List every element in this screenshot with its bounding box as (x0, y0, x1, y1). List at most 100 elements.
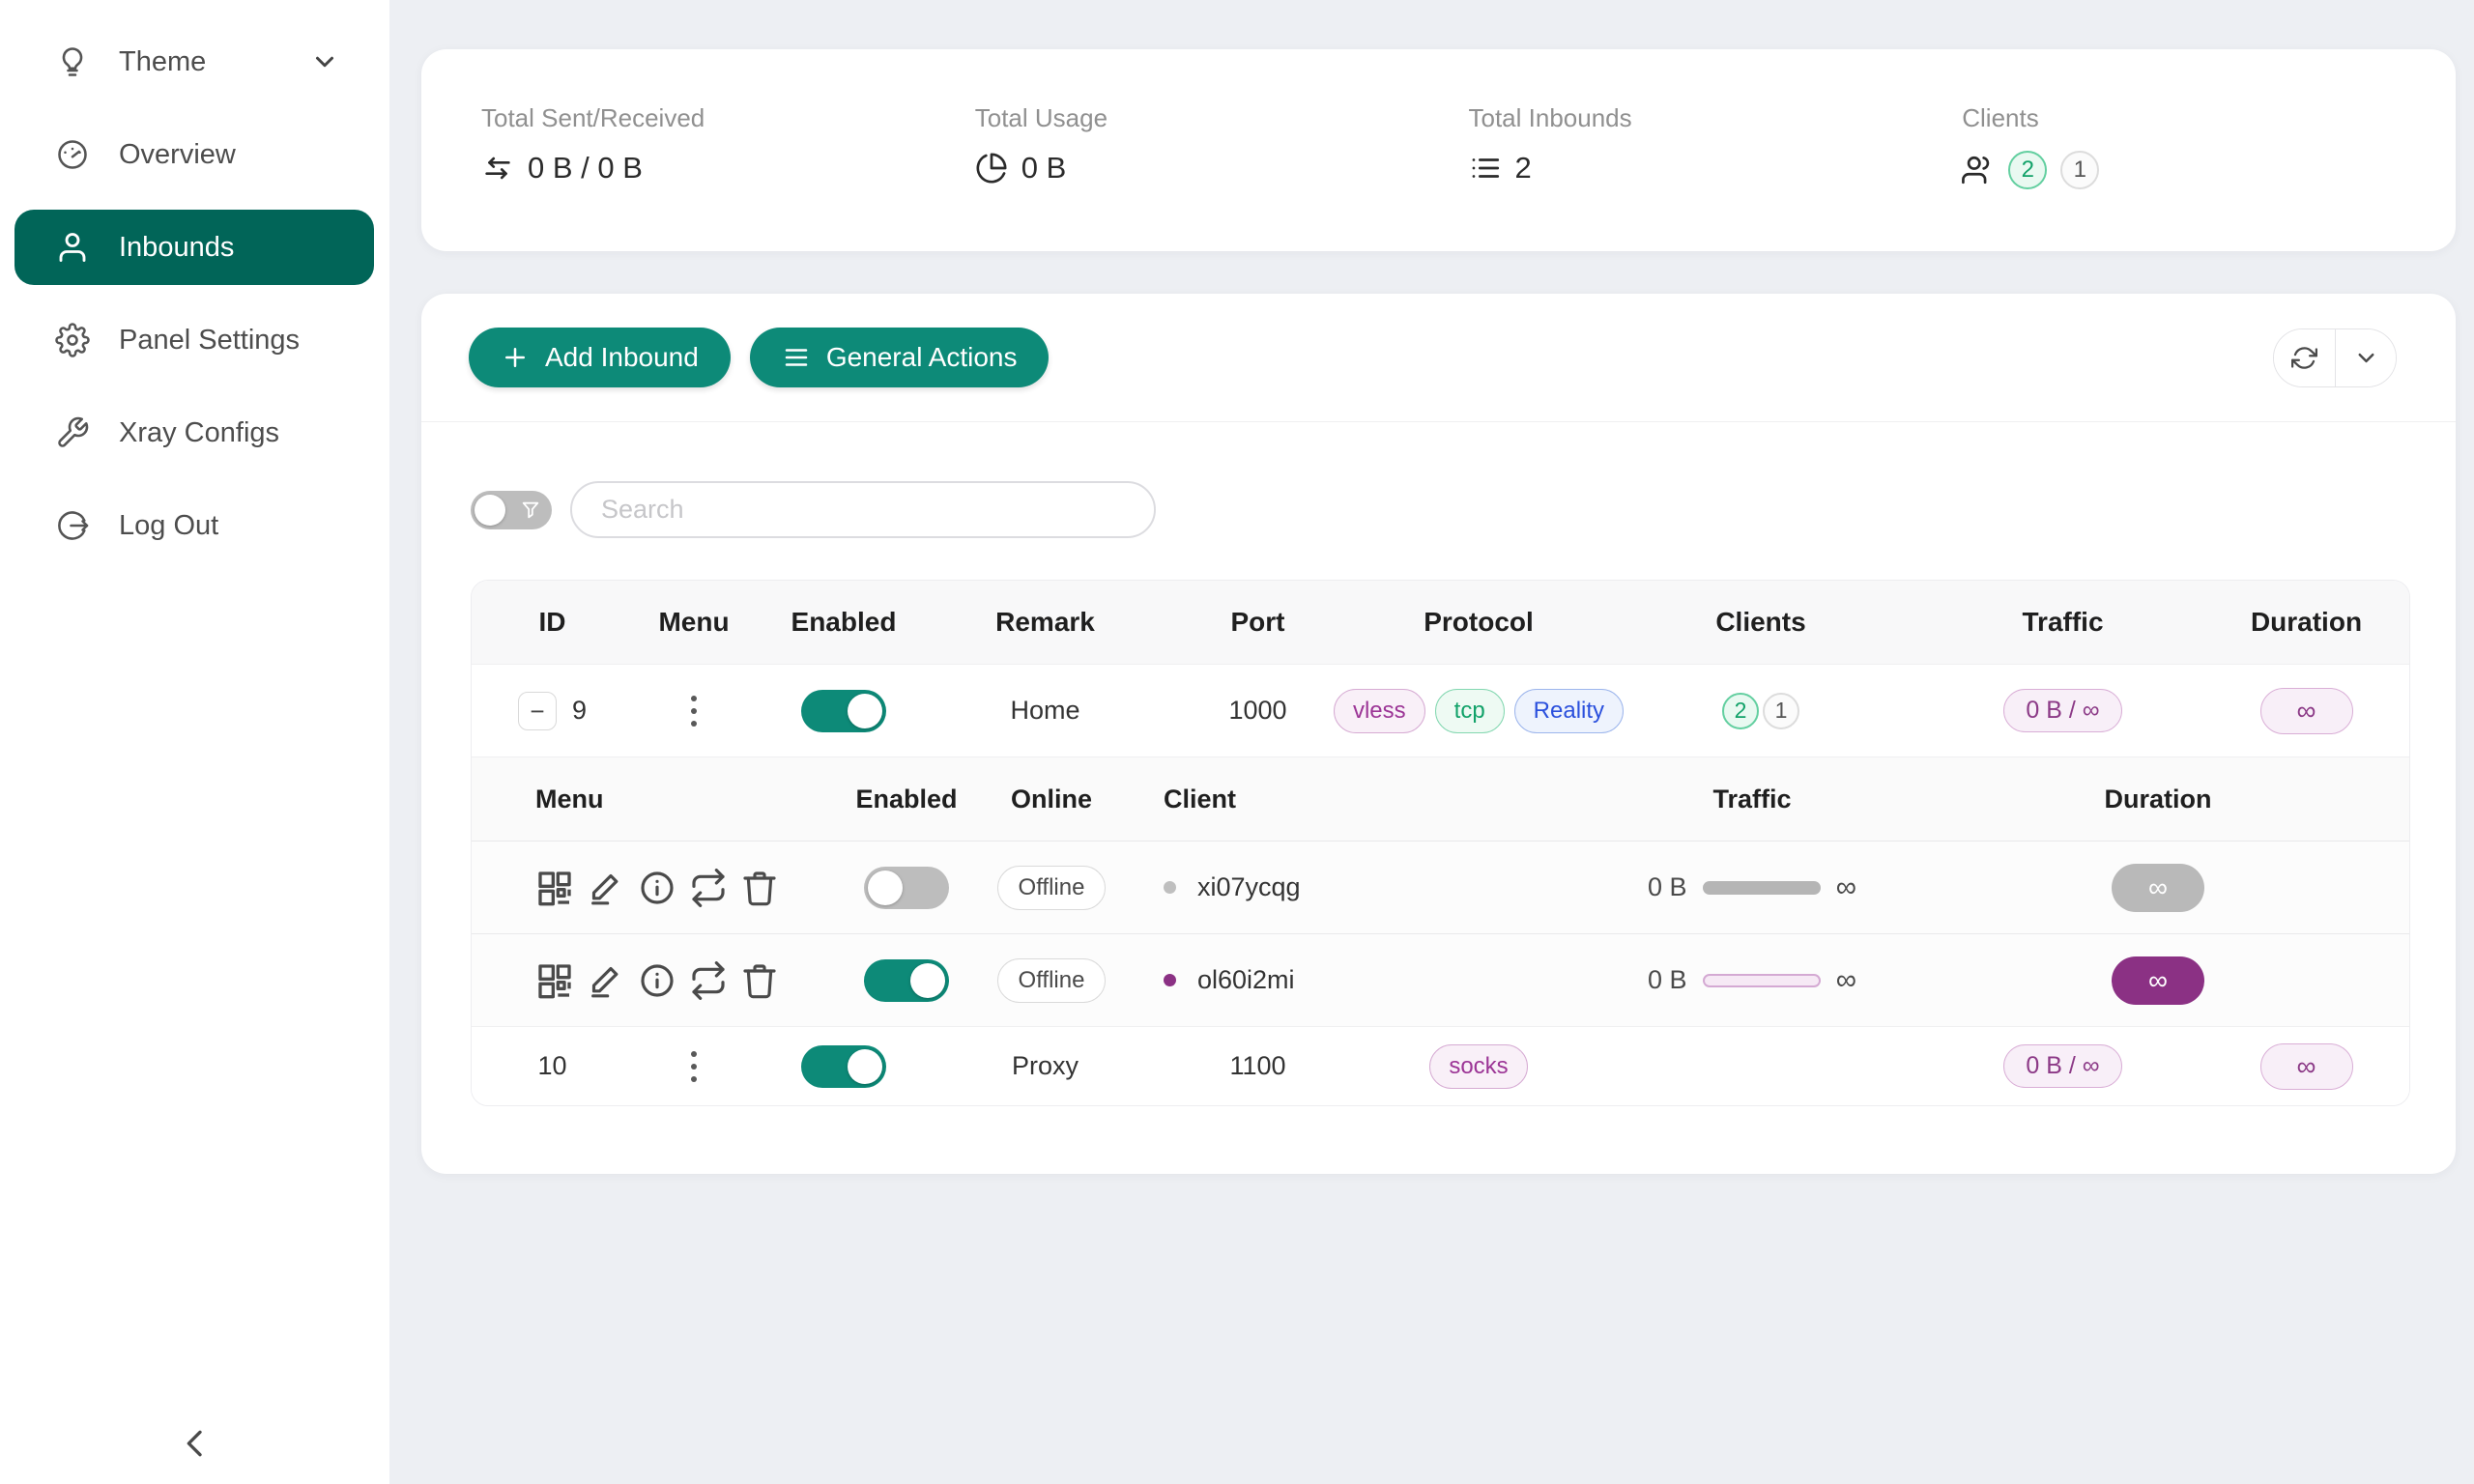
client-enabled-toggle[interactable] (864, 866, 949, 909)
col-header-remark: Remark (995, 607, 1095, 637)
wrench-icon (55, 415, 90, 450)
stat-label: Total Inbounds (1468, 103, 1632, 132)
client-status-dot (1164, 881, 1176, 894)
search-input[interactable] (570, 481, 1156, 538)
delete-icon[interactable] (740, 869, 779, 907)
pie-chart-icon (975, 152, 1008, 185)
chevron-down-icon (2358, 353, 2373, 362)
toolbar: Add Inbound General Actions (421, 294, 2456, 422)
filter-toggle[interactable] (471, 490, 552, 529)
edit-icon[interactable] (587, 869, 625, 907)
inbound-enabled-toggle[interactable] (801, 1044, 886, 1088)
refresh-dropdown-button[interactable] (2335, 328, 2396, 386)
client-enabled-toggle[interactable] (864, 958, 949, 1002)
col-header-protocol: Protocol (1424, 607, 1534, 637)
chevron-down-icon (310, 47, 339, 76)
clients-online-badge: 2 (2008, 151, 2048, 189)
reset-traffic-icon[interactable] (689, 868, 728, 907)
stats-card: Total Sent/Received 0 B / 0 B Total Usag… (421, 49, 2456, 251)
col-header-menu: Menu (658, 607, 730, 637)
traffic-pill: 0 B / ∞ (2003, 1044, 2122, 1088)
clients-total-badge: 1 (2060, 151, 2100, 189)
sub-col-traffic: Traffic (1712, 784, 1792, 813)
sidebar-collapse-button[interactable] (176, 1424, 215, 1463)
inbound-enabled-toggle[interactable] (801, 689, 886, 732)
stat-total-usage: Total Usage 0 B (975, 103, 1469, 251)
transfer-arrows-icon (481, 152, 514, 185)
col-header-enabled: Enabled (791, 607, 897, 637)
sidebar-item-panel-settings[interactable]: Panel Settings (0, 294, 389, 386)
sidebar-item-label: Theme (119, 45, 207, 77)
traffic-used: 0 B (1648, 965, 1687, 994)
sidebar-item-label: Xray Configs (119, 416, 280, 448)
delete-icon[interactable] (740, 961, 779, 1000)
sidebar-item-inbounds[interactable]: Inbounds (14, 210, 374, 285)
inbound-remark: Home (1010, 696, 1080, 725)
general-actions-button[interactable]: General Actions (749, 328, 1050, 387)
edit-icon[interactable] (587, 961, 625, 1000)
stat-clients: Clients 2 1 (1962, 103, 2456, 251)
duration-pill: ∞ (2259, 687, 2353, 734)
sub-col-online: Online (1010, 784, 1092, 813)
sidebar-item-log-out[interactable]: Log Out (0, 479, 389, 572)
row-menu-button[interactable] (633, 1045, 755, 1088)
traffic-progress-bar (1702, 880, 1821, 895)
traffic-progress-bar (1702, 973, 1821, 987)
refresh-icon (2291, 346, 2317, 369)
network-tag: tcp (1434, 688, 1505, 733)
reset-traffic-icon[interactable] (689, 960, 728, 1000)
security-tag: Reality (1513, 688, 1625, 733)
sidebar-item-label: Log Out (119, 509, 219, 541)
sidebar-item-theme[interactable]: Theme (0, 15, 389, 108)
add-inbound-button[interactable]: Add Inbound (469, 328, 731, 387)
collapse-row-button[interactable]: − (517, 691, 557, 730)
client-name: xi07ycqg (1197, 872, 1301, 901)
table-row-inbound-9: − 9 Home 1000 vless tcp Reality 2 1 0 B … (472, 664, 2409, 756)
inbound-remark: Proxy (1011, 1051, 1079, 1080)
clients-online-badge: 2 (1722, 692, 1759, 729)
main-content: Total Sent/Received 0 B / 0 B Total Usag… (389, 0, 2474, 1484)
gear-icon (55, 323, 90, 357)
online-status-badge: Offline (996, 865, 1107, 910)
qr-code-icon[interactable] (535, 961, 574, 1000)
inbound-port: 1100 (1229, 1051, 1286, 1080)
plus-icon (505, 348, 525, 367)
people-icon (1962, 154, 1995, 186)
protocol-tag: vless (1333, 688, 1425, 733)
stat-label: Total Sent/Received (481, 103, 705, 132)
funnel-icon (520, 499, 541, 521)
client-duration-pill[interactable]: ∞ (2112, 956, 2204, 1005)
refresh-button[interactable] (2274, 328, 2335, 386)
inbound-id: 9 (571, 696, 588, 725)
lightbulb-icon (55, 44, 90, 79)
table-row-inbound-10: 10 Proxy 1100 socks 0 B / ∞ ∞ (472, 1026, 2409, 1105)
qr-code-icon[interactable] (535, 869, 574, 907)
logout-icon (55, 508, 90, 543)
stat-label: Clients (1962, 103, 2039, 132)
client-name: ol60i2mi (1197, 965, 1295, 994)
sidebar-item-label: Overview (119, 138, 236, 170)
sidebar-item-overview[interactable]: Overview (0, 108, 389, 201)
online-status-badge: Offline (996, 957, 1107, 1003)
protocol-tag: socks (1429, 1043, 1528, 1089)
sub-col-duration: Duration (2104, 784, 2212, 813)
col-header-clients: Clients (1715, 607, 1806, 637)
col-header-id: ID (538, 607, 566, 637)
duration-pill: ∞ (2259, 1042, 2353, 1090)
sidebar-item-xray-configs[interactable]: Xray Configs (0, 386, 389, 479)
sub-col-menu: Menu (535, 784, 604, 813)
col-header-port: Port (1230, 607, 1285, 637)
col-header-traffic: Traffic (2022, 607, 2104, 637)
stat-value: 0 B / 0 B (528, 151, 643, 185)
sub-table-header: Menu Enabled Online Client Traffic Durat… (472, 757, 2409, 841)
client-duration-pill[interactable]: ∞ (2112, 863, 2204, 912)
gauge-icon (55, 137, 90, 172)
row-menu-button[interactable] (633, 690, 755, 732)
info-icon[interactable] (638, 869, 676, 907)
menu-lines-icon (785, 349, 808, 366)
info-icon[interactable] (638, 961, 676, 1000)
toggle-knob (475, 494, 505, 526)
traffic-limit: ∞ (1835, 963, 1856, 996)
stat-label: Total Usage (974, 103, 1108, 132)
sidebar-item-label: Panel Settings (119, 324, 301, 356)
